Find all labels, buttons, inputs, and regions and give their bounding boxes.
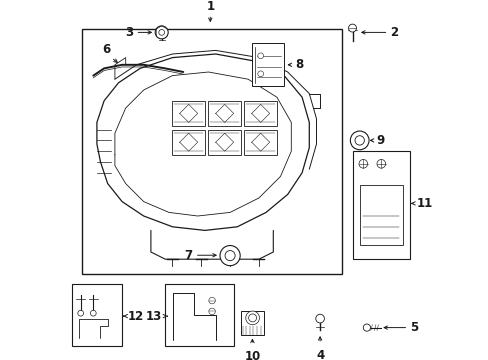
Bar xyxy=(208,101,241,126)
Circle shape xyxy=(363,324,370,331)
Circle shape xyxy=(376,159,385,168)
Circle shape xyxy=(224,251,235,261)
Circle shape xyxy=(155,26,168,39)
Bar xyxy=(352,151,409,259)
Circle shape xyxy=(315,314,324,323)
Bar xyxy=(244,130,276,155)
Bar xyxy=(208,130,241,155)
Bar xyxy=(165,284,233,346)
Bar xyxy=(241,311,264,335)
Bar xyxy=(251,43,284,86)
Text: 10: 10 xyxy=(244,350,260,360)
Circle shape xyxy=(220,246,240,266)
Text: 2: 2 xyxy=(389,26,398,39)
Circle shape xyxy=(257,71,263,77)
Circle shape xyxy=(248,314,256,322)
Text: 11: 11 xyxy=(416,197,432,210)
Circle shape xyxy=(159,30,164,35)
Circle shape xyxy=(354,136,364,145)
Circle shape xyxy=(358,159,367,168)
Circle shape xyxy=(78,310,83,316)
Text: 8: 8 xyxy=(294,58,303,71)
Bar xyxy=(82,29,341,274)
Circle shape xyxy=(257,53,263,59)
Circle shape xyxy=(90,310,96,316)
Text: 7: 7 xyxy=(184,249,192,262)
Bar xyxy=(244,101,276,126)
Bar xyxy=(72,284,122,346)
Circle shape xyxy=(245,311,259,325)
Text: 3: 3 xyxy=(124,26,133,39)
Text: 9: 9 xyxy=(375,134,384,147)
Circle shape xyxy=(349,131,368,150)
Circle shape xyxy=(208,308,215,315)
Bar xyxy=(172,101,204,126)
Text: 13: 13 xyxy=(146,310,162,323)
Text: 4: 4 xyxy=(315,349,324,360)
Circle shape xyxy=(208,297,215,304)
Bar xyxy=(172,130,204,155)
Text: 5: 5 xyxy=(409,321,418,334)
Bar xyxy=(359,185,402,245)
Circle shape xyxy=(348,24,356,32)
Text: 1: 1 xyxy=(206,0,214,13)
Text: 12: 12 xyxy=(127,310,143,323)
Text: 6: 6 xyxy=(102,43,110,56)
